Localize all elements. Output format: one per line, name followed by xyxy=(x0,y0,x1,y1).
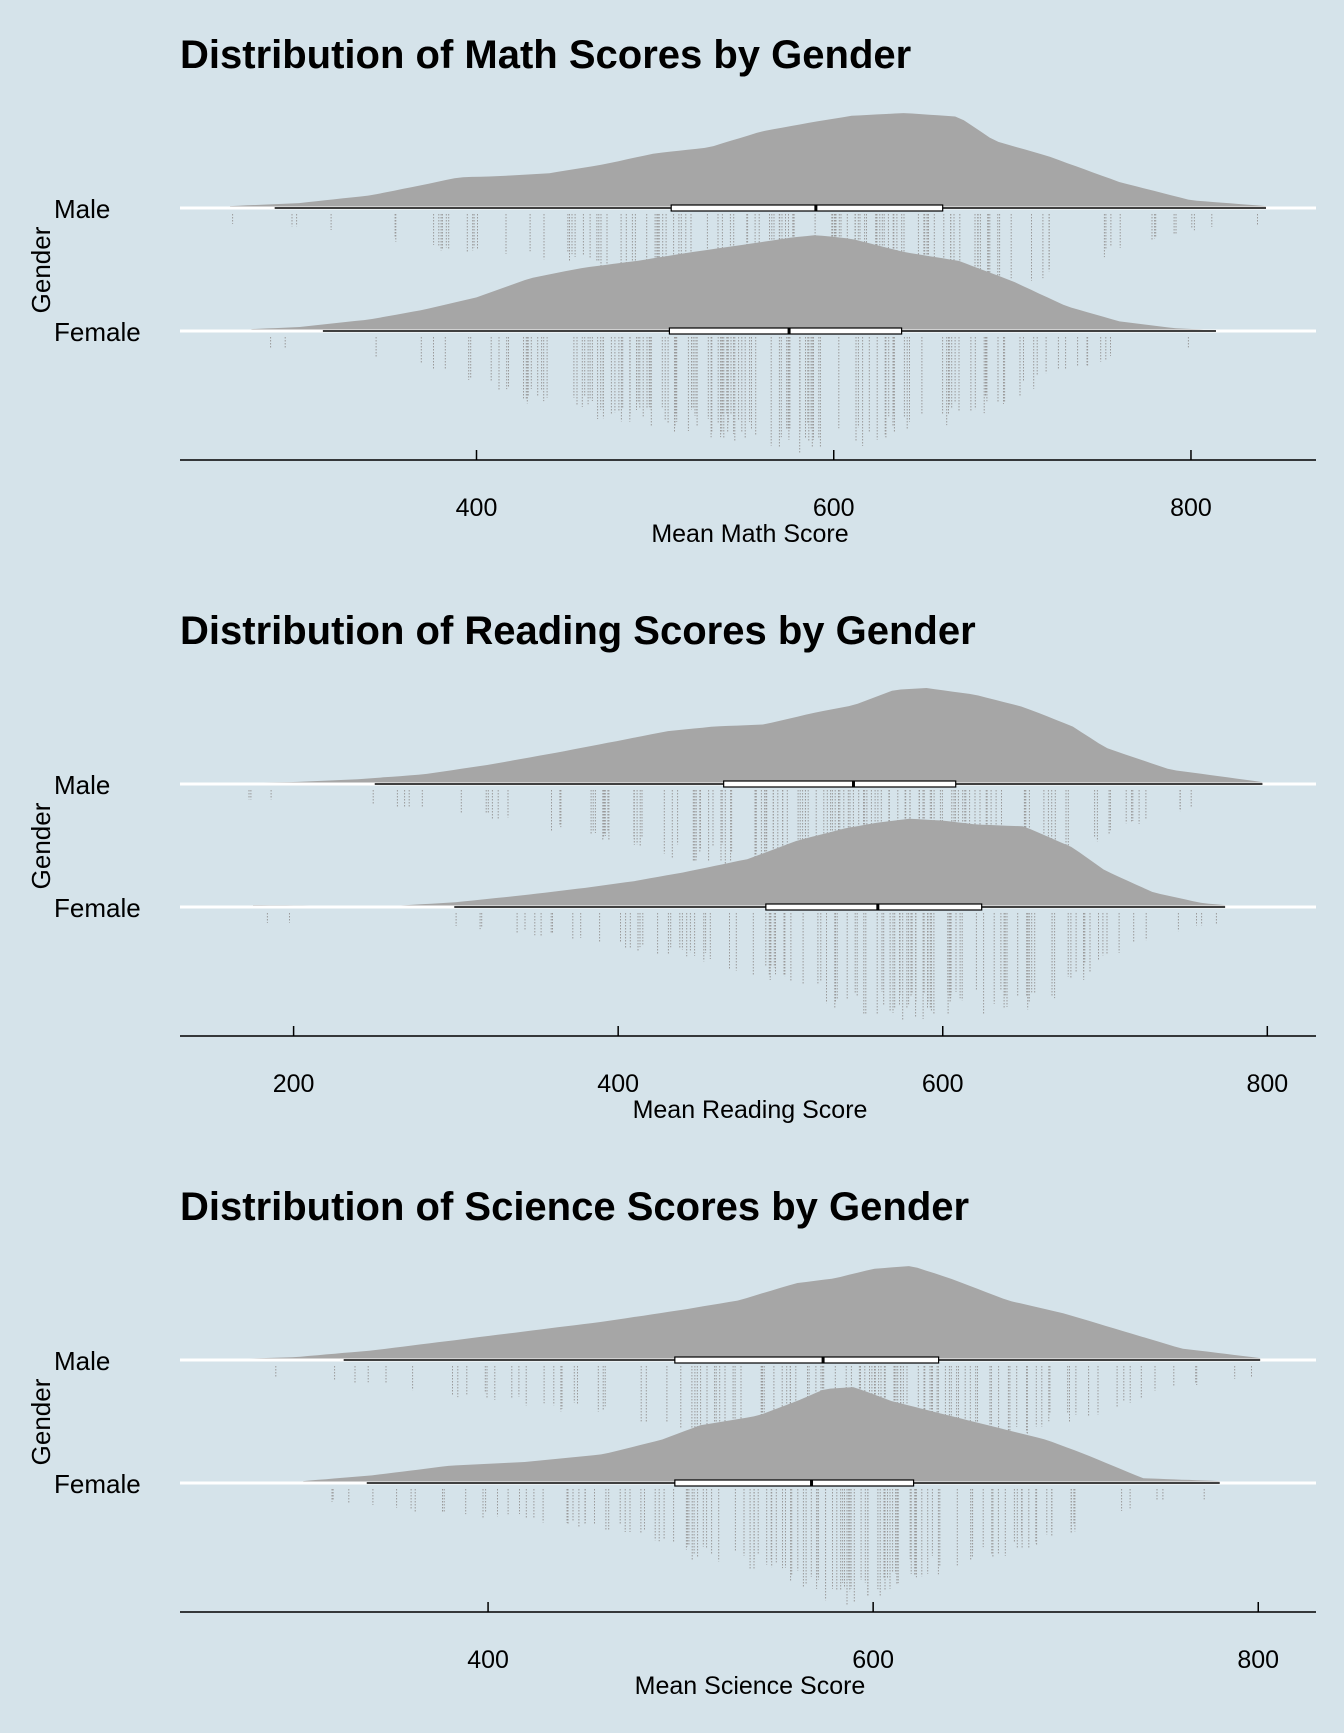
y-axis-label: Gender xyxy=(26,226,56,313)
density-female xyxy=(253,818,1226,907)
x-tick-label: 800 xyxy=(1237,1646,1279,1674)
chart-title: Distribution of Science Scores by Gender xyxy=(180,1185,969,1229)
chart-title: Distribution of Math Scores by Gender xyxy=(180,33,911,77)
boxplot-male xyxy=(274,204,1266,212)
rain-points-female xyxy=(270,337,1189,453)
chart-panel-2: Distribution of Reading Scores by Gender… xyxy=(26,609,1316,1124)
category-label-male: Male xyxy=(54,770,110,800)
boxplot-male xyxy=(343,1356,1261,1364)
boxplot-male xyxy=(374,780,1263,788)
x-tick-label: 400 xyxy=(456,494,498,522)
boxplot-female xyxy=(322,327,1216,335)
density-male xyxy=(228,688,1263,784)
x-tick-label: 800 xyxy=(1170,494,1212,522)
x-tick-label: 800 xyxy=(1246,1070,1288,1098)
x-tick-label: 400 xyxy=(467,1646,509,1674)
series-female xyxy=(180,818,1316,1020)
x-axis-label: Mean Science Score xyxy=(635,1672,866,1700)
chart-title: Distribution of Reading Scores by Gender xyxy=(180,609,976,653)
boxplot-female xyxy=(454,903,1226,911)
density-male xyxy=(230,113,1266,208)
x-tick-label: 600 xyxy=(922,1070,964,1098)
rain-points-female xyxy=(331,1489,1205,1606)
x-tick-label: 600 xyxy=(852,1646,894,1674)
category-label-male: Male xyxy=(54,194,110,224)
y-axis-label: Gender xyxy=(26,802,56,889)
rain-points-female xyxy=(266,913,1217,1020)
category-label-female: Female xyxy=(54,893,141,923)
box-iqr xyxy=(765,903,983,911)
x-tick-label: 400 xyxy=(597,1070,639,1098)
x-tick-label: 200 xyxy=(273,1070,315,1098)
density-male xyxy=(231,1266,1261,1360)
x-axis-label: Mean Math Score xyxy=(651,520,848,548)
density-female xyxy=(303,1387,1220,1483)
boxplot-female xyxy=(366,1479,1220,1487)
box-iqr xyxy=(723,780,957,788)
series-female xyxy=(180,235,1316,453)
box-iqr xyxy=(668,327,903,335)
box-iqr xyxy=(674,1479,915,1487)
x-axis-label: Mean Reading Score xyxy=(633,1096,868,1124)
y-axis-label: Gender xyxy=(26,1378,56,1465)
box-iqr xyxy=(670,204,944,212)
density-female xyxy=(251,235,1216,331)
category-label-female: Female xyxy=(54,1469,141,1499)
category-label-female: Female xyxy=(54,317,141,347)
chart-panel-1: Distribution of Math Scores by Gender Mal… xyxy=(26,33,1316,548)
series-female xyxy=(180,1387,1316,1606)
chart-panel-3: Distribution of Science Scores by Gender… xyxy=(26,1185,1316,1700)
box-iqr xyxy=(674,1356,940,1364)
x-tick-label: 600 xyxy=(813,494,855,522)
category-label-male: Male xyxy=(54,1346,110,1376)
